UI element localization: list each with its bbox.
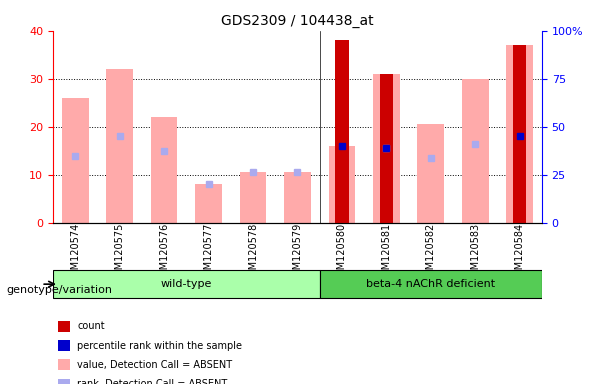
Text: GSM120581: GSM120581 [381, 223, 391, 282]
Bar [462, 79, 488, 223]
Text: GSM120574: GSM120574 [70, 223, 80, 282]
Text: GSM120578: GSM120578 [248, 223, 258, 282]
Text: value, Detection Call = ABSENT: value, Detection Call = ABSENT [77, 360, 233, 370]
Text: GSM120580: GSM120580 [337, 223, 347, 282]
Bar [373, 74, 400, 223]
Text: GSM120579: GSM120579 [293, 223, 302, 282]
Bar [329, 146, 355, 223]
Bar [335, 40, 349, 223]
Text: GSM120583: GSM120583 [470, 223, 480, 282]
Text: count: count [77, 321, 105, 331]
Bar [151, 117, 177, 223]
Text: wild-type: wild-type [161, 279, 212, 289]
Bar [53, 270, 320, 298]
Text: GSM120584: GSM120584 [515, 223, 525, 282]
Bar [380, 74, 393, 223]
Bar [62, 98, 88, 223]
Bar [58, 340, 70, 351]
Bar [513, 45, 527, 223]
Text: rank, Detection Call = ABSENT: rank, Detection Call = ABSENT [77, 379, 228, 384]
Bar [58, 379, 70, 384]
Bar [195, 184, 222, 223]
Text: GSM120582: GSM120582 [426, 223, 436, 282]
Text: genotype/variation: genotype/variation [6, 285, 112, 295]
Bar [58, 321, 70, 332]
Text: GSM120575: GSM120575 [115, 223, 125, 282]
Text: percentile rank within the sample: percentile rank within the sample [77, 341, 243, 351]
Text: beta-4 nAChR deficient: beta-4 nAChR deficient [366, 279, 495, 289]
Bar [240, 172, 266, 223]
Title: GDS2309 / 104438_at: GDS2309 / 104438_at [221, 14, 374, 28]
Bar [418, 124, 444, 223]
Text: GSM120577: GSM120577 [204, 223, 214, 282]
Bar [107, 69, 133, 223]
Bar [507, 45, 533, 223]
Bar [284, 172, 311, 223]
Bar [58, 359, 70, 370]
Bar [320, 270, 542, 298]
Text: GSM120576: GSM120576 [159, 223, 169, 282]
